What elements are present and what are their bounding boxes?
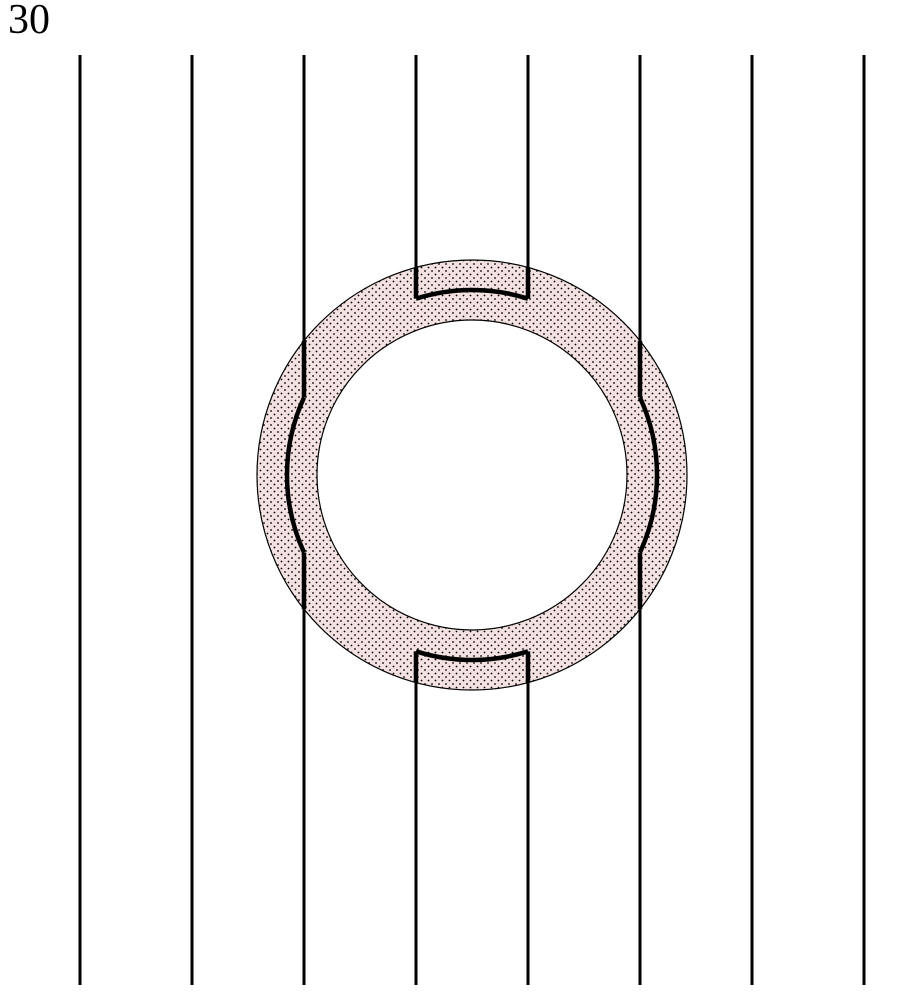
diagram-svg <box>0 0 919 1000</box>
annulus-ring <box>257 260 687 690</box>
diagram-container: 30 <box>0 0 919 1000</box>
